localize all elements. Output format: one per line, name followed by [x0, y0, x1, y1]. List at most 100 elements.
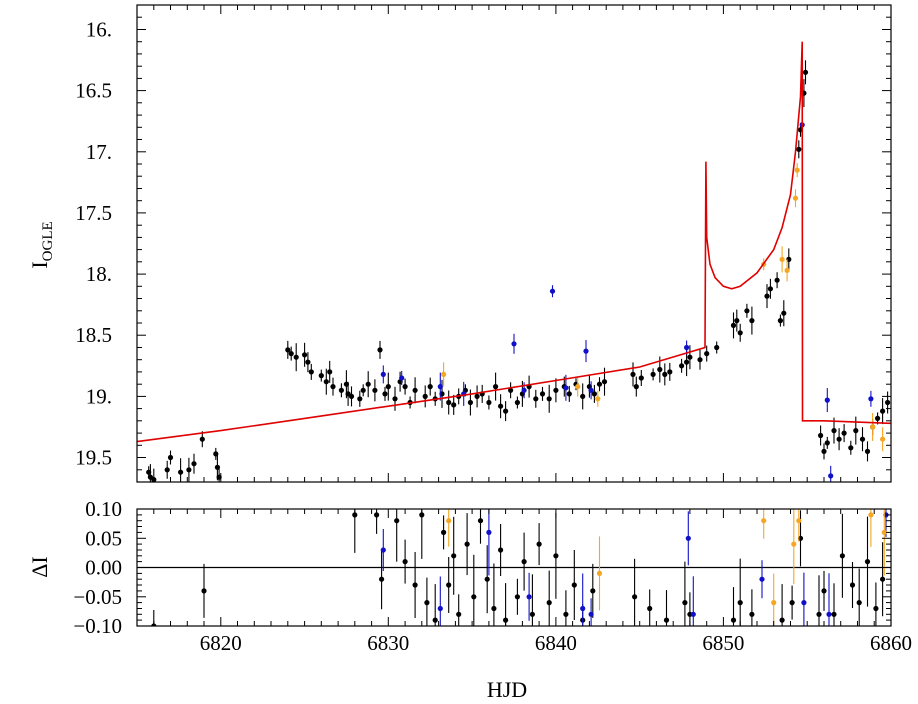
x-tick-label: 6860 — [870, 631, 912, 655]
data-point — [178, 469, 184, 475]
y-tick-label: 19.5 — [75, 446, 112, 470]
data-point — [392, 396, 398, 402]
data-point — [818, 432, 824, 439]
data-point — [437, 605, 443, 612]
data-point — [327, 369, 333, 375]
light-curve-y-tick-labels: 16. 16.5 17. 17.5 18. 18.5 19. 19.5 — [75, 18, 112, 470]
data-point — [662, 371, 668, 377]
data-point — [824, 397, 830, 403]
data-point — [764, 293, 770, 299]
data-point — [849, 582, 856, 588]
data-point — [521, 387, 527, 393]
data-point — [164, 467, 170, 473]
data-point — [880, 408, 886, 414]
data-point — [774, 277, 780, 283]
data-point — [859, 436, 866, 442]
data-point — [687, 354, 693, 360]
light-curve-y-axis-title: IOGLE — [27, 221, 56, 268]
data-point — [657, 366, 663, 373]
data-point — [595, 396, 601, 402]
data-point — [503, 617, 509, 623]
data-point — [546, 396, 552, 402]
data-point — [759, 576, 765, 582]
data-point — [784, 267, 790, 273]
data-point — [533, 396, 539, 402]
data-point — [684, 359, 690, 365]
data-point — [360, 387, 366, 393]
residual-y-axis-title: ΔI — [27, 556, 52, 577]
data-point — [714, 344, 720, 351]
data-point — [536, 541, 542, 547]
data-point — [484, 576, 490, 582]
data-point — [305, 359, 311, 365]
residual-ticks — [136, 508, 892, 627]
data-point — [563, 611, 569, 617]
data-point — [529, 611, 536, 617]
data-point — [580, 393, 586, 399]
data-point — [633, 384, 639, 390]
data-point — [432, 617, 438, 623]
data-point — [601, 379, 608, 385]
data-point — [365, 381, 371, 387]
data-point — [437, 384, 443, 390]
data-point — [191, 461, 197, 467]
data-point — [647, 605, 653, 612]
data-point — [650, 371, 656, 377]
data-point — [446, 582, 452, 588]
data-point — [427, 384, 433, 390]
data-point — [824, 440, 830, 446]
data-point — [514, 594, 521, 600]
data-point — [402, 559, 408, 565]
data-point — [796, 146, 802, 152]
data-point — [744, 308, 750, 314]
data-point — [583, 348, 589, 354]
data-point — [777, 318, 784, 324]
data-point — [451, 553, 457, 559]
data-point — [682, 600, 688, 606]
data-point — [802, 69, 809, 75]
data-point — [826, 611, 832, 617]
data-point — [880, 436, 886, 442]
data-point — [848, 445, 854, 451]
data-point — [771, 600, 777, 606]
data-point — [201, 588, 207, 594]
x-axis-title: HJD — [487, 677, 527, 702]
data-point — [422, 393, 428, 399]
data-point — [348, 393, 355, 399]
data-point — [596, 570, 603, 577]
data-point — [632, 594, 638, 600]
data-point — [801, 600, 807, 606]
data-point — [663, 617, 670, 623]
data-point — [553, 553, 559, 559]
data-point — [308, 369, 314, 375]
data-point — [761, 518, 767, 524]
data-point — [446, 518, 452, 524]
data-point — [503, 408, 509, 414]
x-tick-label: 6820 — [200, 631, 242, 655]
data-point — [293, 354, 299, 360]
residual-y-tick-labels: −0.10 −0.05 0.00 0.05 0.10 — [73, 497, 122, 638]
data-point — [338, 387, 344, 393]
data-point — [379, 576, 385, 582]
light-curve-panel: 16. 16.5 17. 17.5 18. 18.5 19. 19.5 IOGLE — [27, 4, 892, 483]
data-point — [394, 518, 400, 524]
data-point — [685, 535, 691, 541]
data-point — [380, 371, 386, 377]
data-point — [821, 588, 827, 594]
data-point — [377, 347, 383, 353]
data-point — [467, 399, 473, 406]
data-point — [352, 512, 358, 518]
y-tick-label: 17. — [86, 140, 112, 164]
data-point — [511, 341, 517, 347]
data-point — [412, 387, 418, 393]
data-point — [402, 384, 408, 390]
data-point — [697, 357, 703, 363]
data-point — [464, 541, 470, 547]
data-point — [441, 371, 447, 377]
data-point — [630, 371, 636, 377]
data-point — [836, 436, 842, 442]
data-point — [679, 363, 685, 369]
y-tick-label: 16. — [86, 18, 112, 42]
data-point — [563, 385, 569, 391]
